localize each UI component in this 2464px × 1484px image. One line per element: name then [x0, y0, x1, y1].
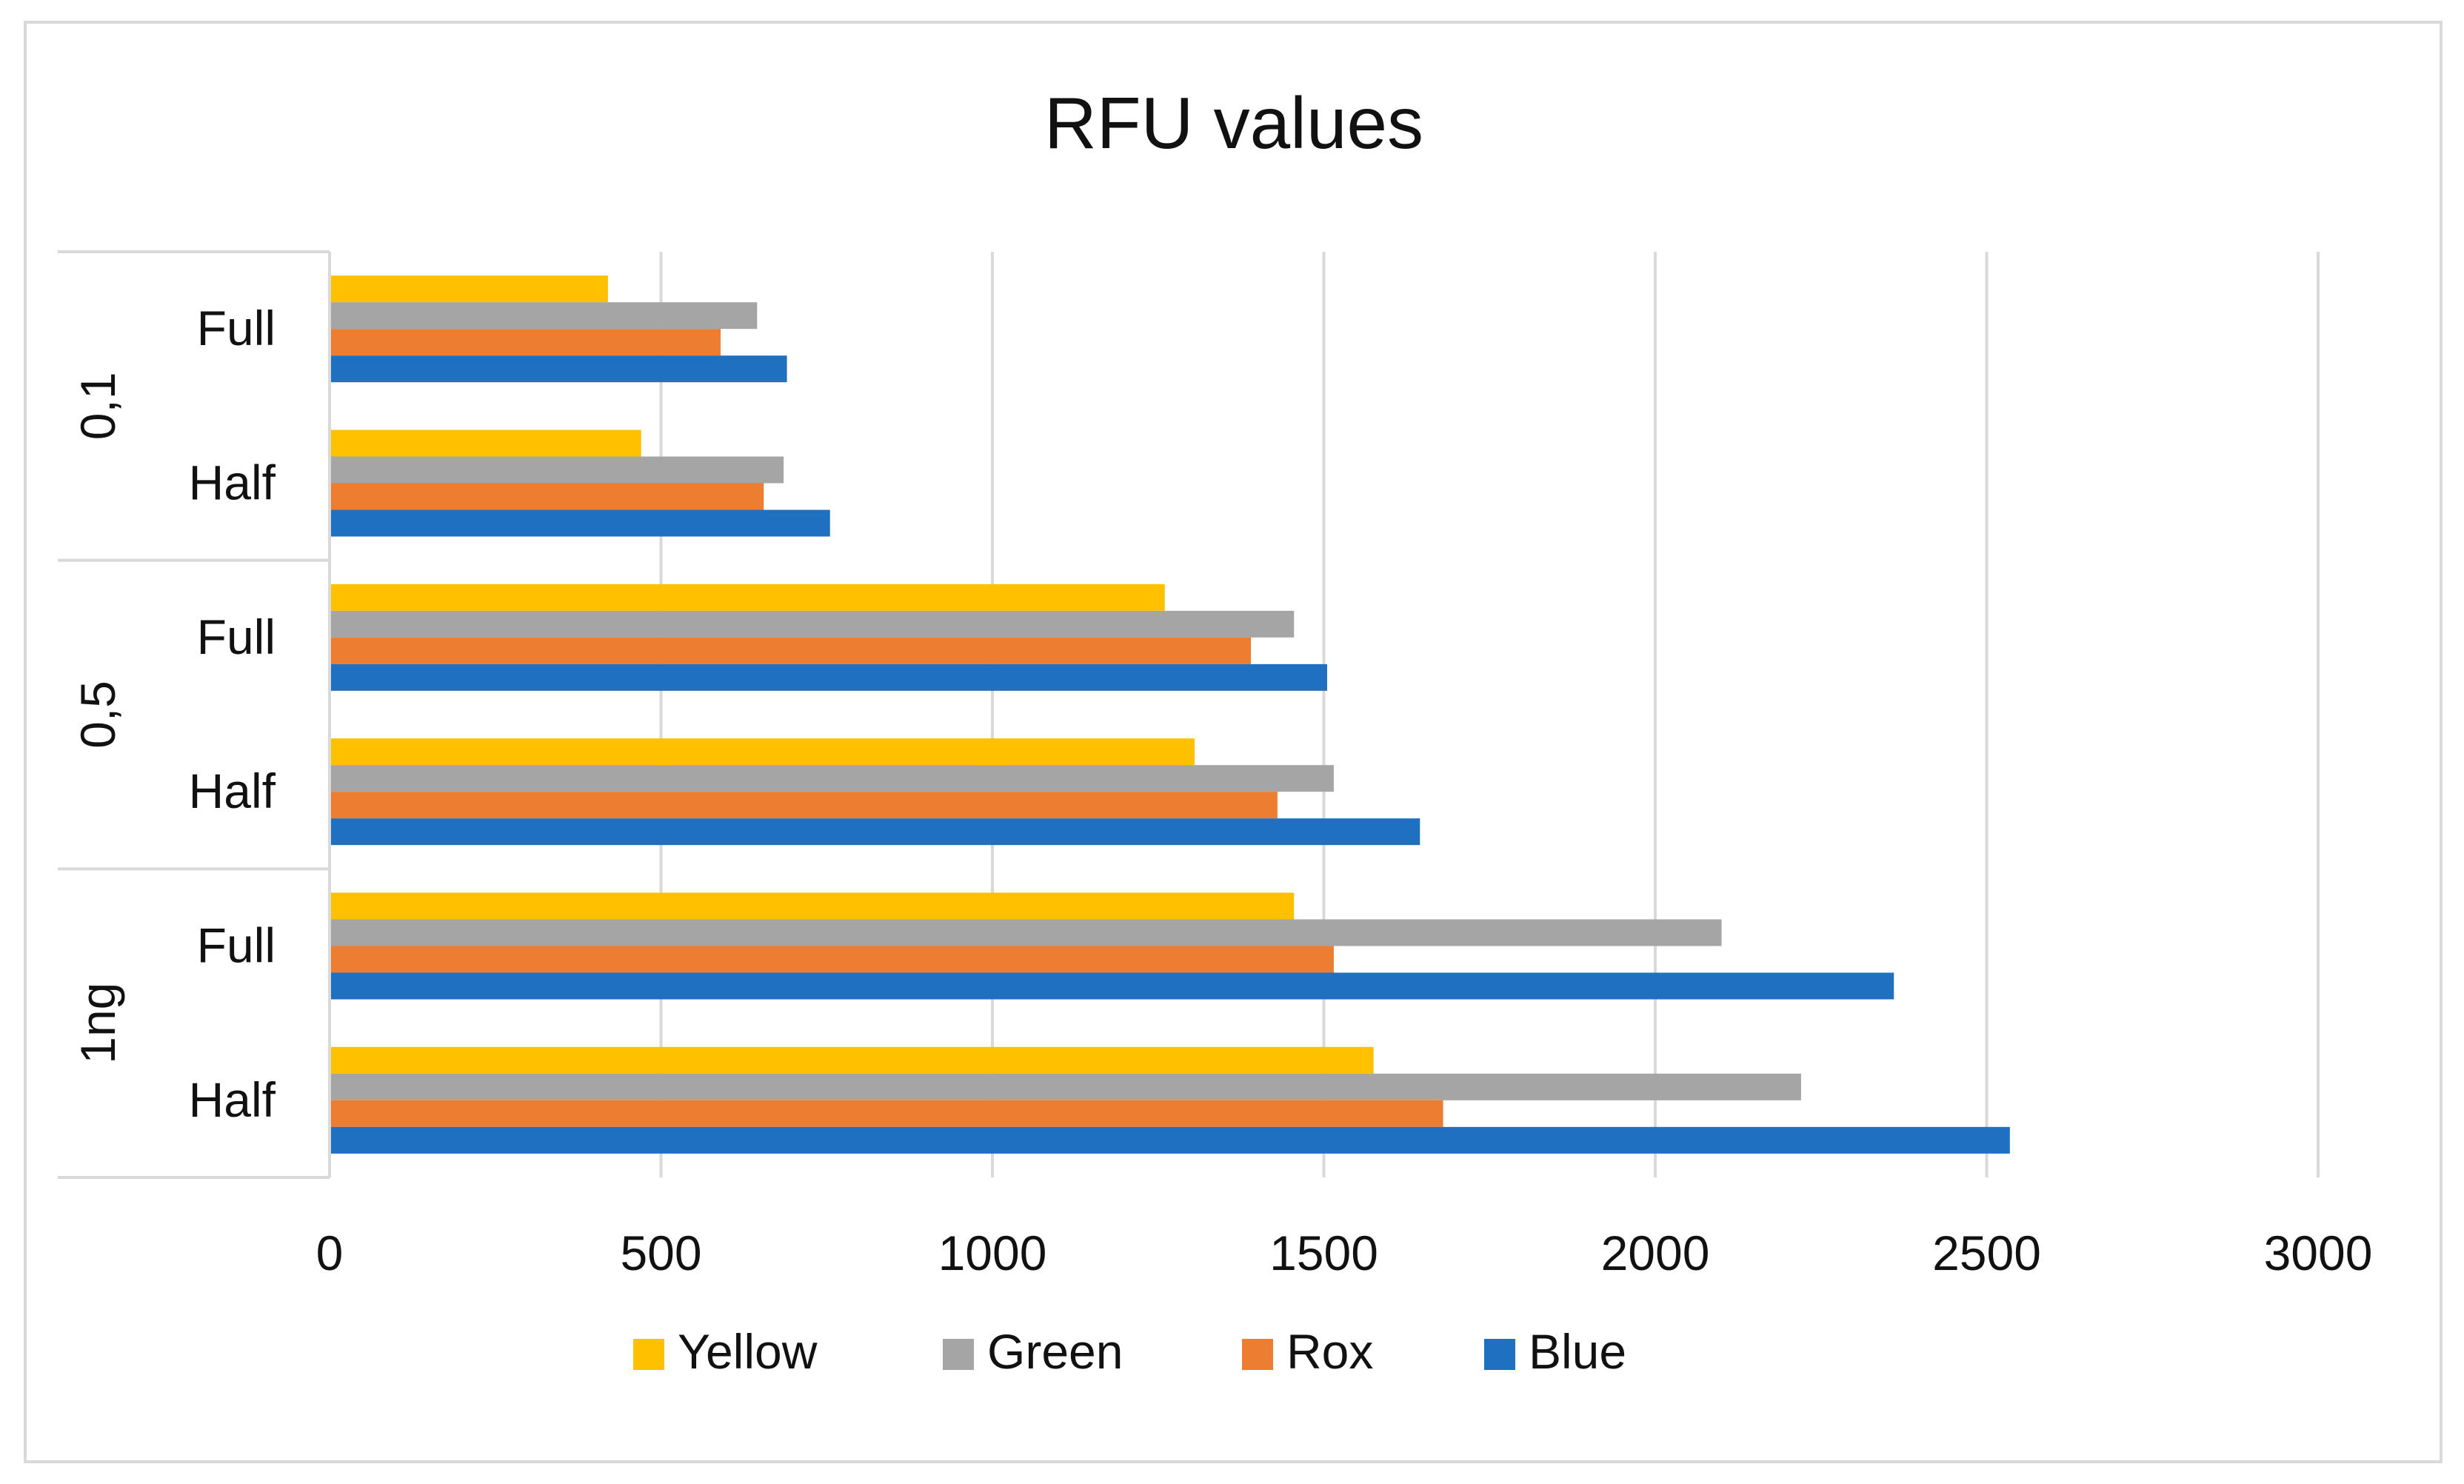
x-tick-label: 1000	[938, 1226, 1047, 1280]
bar-blue[interactable]	[330, 1126, 2010, 1154]
category-label: Full	[197, 918, 276, 973]
legend-label-yellow: Yellow	[678, 1324, 818, 1379]
bar-green[interactable]	[330, 919, 1722, 946]
bar-rox[interactable]	[330, 1100, 1443, 1127]
x-tick-label: 2000	[1601, 1226, 1710, 1280]
legend-label-rox: Rox	[1286, 1324, 1373, 1379]
x-tick-label: 0	[316, 1226, 344, 1280]
bar-yellow[interactable]	[330, 892, 1295, 920]
group-label: 1ng	[70, 983, 125, 1064]
x-tick-label: 3000	[2264, 1226, 2373, 1280]
legend-swatch-blue	[1484, 1339, 1515, 1370]
category-label: Half	[189, 455, 276, 510]
legend-swatch-green	[943, 1339, 974, 1370]
x-tick-label: 2500	[1932, 1226, 2041, 1280]
bar-blue[interactable]	[330, 818, 1420, 846]
bar-yellow[interactable]	[330, 738, 1195, 766]
x-tick-label: 1500	[1269, 1226, 1378, 1280]
bar-green[interactable]	[330, 765, 1334, 792]
category-label: Full	[197, 609, 276, 664]
bar-rox[interactable]	[330, 946, 1334, 973]
bar-yellow[interactable]	[330, 584, 1165, 611]
bar-yellow[interactable]	[330, 275, 608, 303]
group-label: 0,5	[70, 681, 125, 749]
legend-label-blue: Blue	[1529, 1324, 1626, 1379]
bar-blue[interactable]	[330, 972, 1894, 1000]
bar-blue[interactable]	[330, 509, 830, 537]
bar-rox[interactable]	[330, 792, 1278, 819]
bar-green[interactable]	[330, 456, 784, 484]
x-tick-label: 500	[620, 1226, 701, 1280]
bar-green[interactable]	[330, 1073, 1801, 1100]
bar-rox[interactable]	[330, 637, 1252, 664]
legend-swatch-yellow	[633, 1339, 664, 1370]
chart-title: RFU values	[1044, 82, 1423, 164]
category-label: Half	[189, 763, 276, 818]
bar-yellow[interactable]	[330, 1046, 1374, 1074]
bar-blue[interactable]	[330, 355, 787, 383]
legend-label-green: Green	[987, 1324, 1123, 1379]
bar-yellow[interactable]	[330, 430, 641, 457]
category-label: Half	[189, 1072, 276, 1127]
bar-blue[interactable]	[330, 664, 1327, 691]
legend-swatch-rox	[1242, 1339, 1273, 1370]
group-label: 0,1	[70, 372, 125, 440]
bar-rox[interactable]	[330, 329, 721, 356]
category-label: Full	[197, 301, 276, 355]
bar-green[interactable]	[330, 610, 1295, 638]
bar-green[interactable]	[330, 302, 758, 330]
bar-rox[interactable]	[330, 483, 764, 510]
